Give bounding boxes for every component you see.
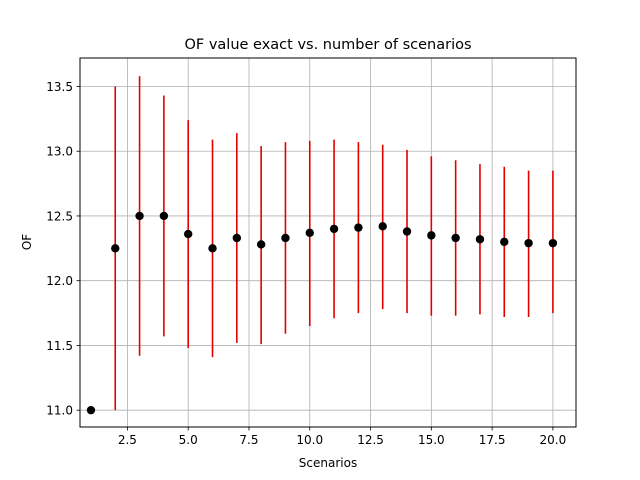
x-tick-label: 5.0 <box>179 433 198 447</box>
y-tick-label: 11.0 <box>46 404 73 418</box>
data-point <box>524 238 533 248</box>
data-point <box>548 238 558 248</box>
data-point <box>208 244 217 253</box>
plot-frame <box>79 57 577 428</box>
x-tick-label: 12.5 <box>357 433 384 447</box>
x-tick-label: 15.0 <box>418 433 445 447</box>
x-tick-label: 17.5 <box>479 433 506 447</box>
y-tick-label: 12.0 <box>46 274 73 288</box>
y-axis-label: OF <box>20 234 34 250</box>
y-tick-label: 13.5 <box>46 80 73 94</box>
data-point <box>281 233 290 243</box>
data-point <box>427 231 436 240</box>
y-tick-label: 13.0 <box>46 145 73 159</box>
data-point <box>329 224 339 234</box>
chart-title: OF value exact vs. number of scenarios <box>184 37 471 53</box>
x-tick-label: 20.0 <box>540 433 567 447</box>
data-point <box>159 211 169 221</box>
data-points <box>86 211 558 415</box>
y-tick-label: 11.5 <box>46 339 73 353</box>
y-axis-ticks: 11.0 11.5 12.0 12.5 13.0 13.5 <box>46 80 80 418</box>
data-point <box>111 244 120 253</box>
data-point <box>86 405 96 415</box>
data-point <box>451 233 460 243</box>
x-tick-label: 7.5 <box>239 433 258 447</box>
data-point <box>402 227 412 236</box>
x-axis-label: Scenarios <box>299 456 357 470</box>
x-tick-label: 2.5 <box>118 433 137 447</box>
data-point <box>232 233 242 243</box>
y-tick-label: 12.5 <box>46 209 73 223</box>
data-point <box>378 222 387 231</box>
data-point <box>135 211 144 221</box>
x-axis-ticks: 2.5 5.0 7.5 10.0 12.5 15.0 17.5 20.0 <box>118 427 566 447</box>
data-point <box>256 240 266 249</box>
data-point <box>183 229 193 239</box>
error-bars <box>114 76 554 411</box>
data-point <box>475 235 485 244</box>
x-tick-label: 10.0 <box>296 433 323 447</box>
data-point <box>354 223 363 232</box>
data-point <box>305 228 314 237</box>
data-point <box>500 237 509 247</box>
